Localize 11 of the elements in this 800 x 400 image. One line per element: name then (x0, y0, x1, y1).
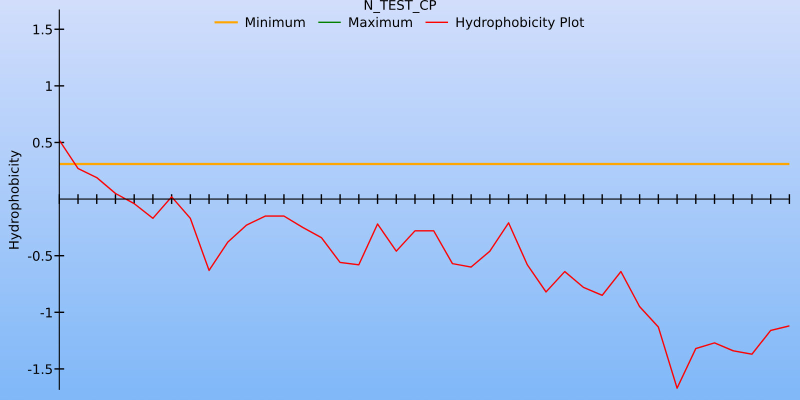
legend-label: Hydrophobicity Plot (456, 16, 584, 30)
y-tick-label: 1 (46, 81, 52, 91)
chart-title: N_TEST_CP (364, 0, 436, 13)
y-tick-label: -0.5 (28, 250, 52, 261)
y-tick-label: 0.5 (32, 138, 52, 148)
legend-label: Minimum (246, 16, 305, 28)
legend-label: Maximum (349, 16, 412, 28)
y-tick-label: -1.5 (28, 364, 52, 374)
y-axis-title: Hydrophobicity (8, 150, 22, 249)
y-tick-label: 1.5 (34, 24, 52, 34)
y-tick-label: -1 (40, 308, 52, 318)
